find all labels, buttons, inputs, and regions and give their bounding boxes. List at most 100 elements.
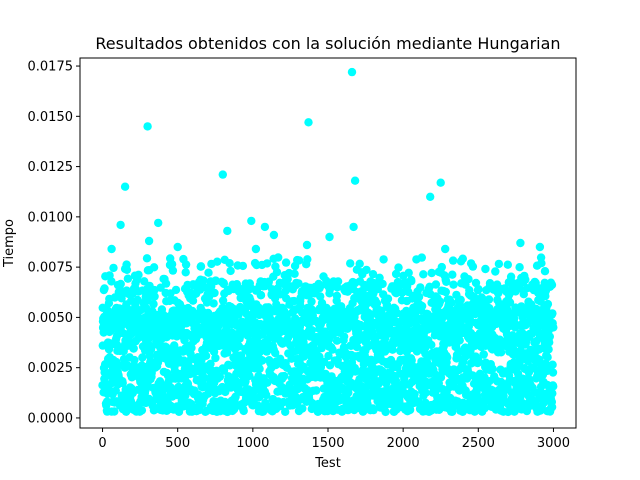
data-point bbox=[443, 353, 452, 362]
data-point bbox=[225, 259, 234, 268]
data-point bbox=[427, 268, 436, 278]
data-point bbox=[496, 348, 506, 357]
data-point bbox=[435, 297, 445, 306]
data-point bbox=[263, 378, 272, 387]
data-point bbox=[142, 254, 152, 263]
y-tick-label: 0.0175 bbox=[28, 60, 74, 75]
data-point bbox=[143, 122, 152, 131]
y-tick-label: 0.0050 bbox=[28, 311, 74, 326]
data-point bbox=[378, 279, 387, 289]
data-point bbox=[298, 404, 307, 413]
data-point bbox=[239, 406, 248, 416]
data-point bbox=[448, 256, 458, 265]
data-point bbox=[211, 353, 220, 363]
data-point bbox=[198, 383, 207, 392]
data-point bbox=[316, 282, 325, 291]
data-point bbox=[535, 242, 545, 252]
data-point bbox=[312, 386, 321, 395]
data-point bbox=[436, 178, 445, 187]
data-point bbox=[544, 345, 553, 354]
data-point bbox=[204, 268, 213, 277]
data-point bbox=[381, 407, 390, 417]
data-point bbox=[549, 382, 558, 391]
data-point bbox=[426, 192, 435, 201]
data-point bbox=[188, 296, 198, 305]
data-point bbox=[441, 287, 450, 297]
data-point bbox=[256, 291, 266, 300]
data-point bbox=[325, 232, 334, 242]
data-point bbox=[333, 277, 343, 286]
data-point bbox=[416, 283, 425, 292]
data-point bbox=[349, 222, 358, 232]
data-point bbox=[290, 269, 299, 278]
data-point bbox=[251, 244, 261, 254]
data-point bbox=[449, 280, 458, 289]
data-point bbox=[362, 265, 371, 275]
data-point bbox=[123, 274, 133, 283]
data-point bbox=[200, 373, 209, 383]
data-point bbox=[414, 292, 424, 301]
data-point bbox=[537, 259, 546, 268]
data-point bbox=[219, 279, 228, 289]
data-point bbox=[405, 405, 415, 415]
data-point bbox=[209, 299, 218, 308]
data-point bbox=[171, 285, 181, 295]
data-point bbox=[488, 364, 497, 373]
data-point bbox=[535, 355, 544, 364]
data-point bbox=[107, 244, 116, 254]
data-point bbox=[332, 336, 342, 345]
data-point bbox=[116, 220, 125, 230]
data-point bbox=[262, 390, 271, 400]
x-tick-label: 2000 bbox=[387, 436, 420, 451]
data-point bbox=[404, 268, 413, 277]
data-point bbox=[260, 222, 270, 232]
data-point bbox=[543, 353, 552, 362]
data-point bbox=[134, 270, 143, 279]
data-point bbox=[295, 343, 304, 353]
data-point bbox=[455, 336, 464, 345]
data-point bbox=[479, 350, 488, 359]
data-point bbox=[503, 260, 512, 269]
x-axis-label: Test bbox=[314, 456, 341, 471]
chart-title: Resultados obtenidos con la solución med… bbox=[95, 34, 560, 53]
data-point bbox=[116, 279, 125, 289]
data-point bbox=[548, 389, 557, 398]
data-point bbox=[480, 403, 489, 413]
data-point bbox=[218, 170, 227, 179]
data-point bbox=[368, 270, 378, 279]
data-point bbox=[187, 343, 196, 353]
data-point bbox=[269, 230, 279, 240]
data-point bbox=[369, 405, 378, 415]
x-tick-label: 2500 bbox=[462, 436, 495, 451]
data-point bbox=[347, 67, 357, 77]
data-point bbox=[307, 326, 317, 335]
data-point bbox=[328, 345, 337, 354]
data-point bbox=[324, 351, 333, 361]
data-point bbox=[391, 269, 401, 279]
data-point bbox=[107, 277, 116, 286]
data-point bbox=[294, 279, 303, 288]
data-point bbox=[281, 258, 291, 267]
y-tick-label: 0.0000 bbox=[28, 411, 74, 426]
data-point bbox=[271, 348, 280, 358]
data-point bbox=[458, 254, 467, 263]
data-point bbox=[272, 267, 282, 277]
y-tick-label: 0.0100 bbox=[28, 210, 74, 225]
data-point bbox=[494, 259, 504, 269]
data-point bbox=[543, 299, 553, 309]
data-point bbox=[383, 302, 392, 312]
data-point bbox=[226, 266, 235, 276]
data-point bbox=[168, 266, 178, 275]
data-point bbox=[117, 320, 127, 329]
data-point bbox=[296, 301, 305, 310]
data-point bbox=[339, 332, 349, 341]
data-point bbox=[181, 391, 190, 400]
data-point bbox=[150, 292, 159, 301]
data-point bbox=[303, 255, 312, 264]
data-point bbox=[247, 216, 256, 226]
data-point bbox=[417, 301, 427, 311]
data-point bbox=[167, 260, 177, 269]
data-point bbox=[154, 218, 163, 228]
data-point bbox=[421, 388, 430, 397]
data-point bbox=[516, 238, 525, 248]
